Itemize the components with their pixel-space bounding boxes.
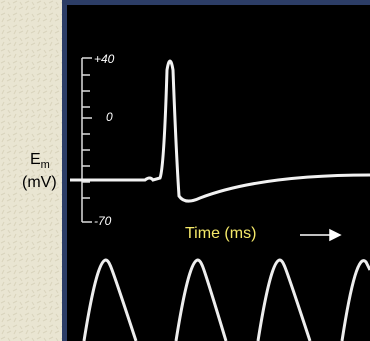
y-axis-unit: (mV) xyxy=(22,174,57,191)
tick-label: +40 xyxy=(94,52,115,66)
tick-label: 0 xyxy=(106,110,113,124)
figure: +40 0 -70 Em (mV) Time (ms) xyxy=(0,0,370,341)
x-axis-label: Time (ms) xyxy=(185,225,256,242)
tick-label: -70 xyxy=(94,214,112,228)
